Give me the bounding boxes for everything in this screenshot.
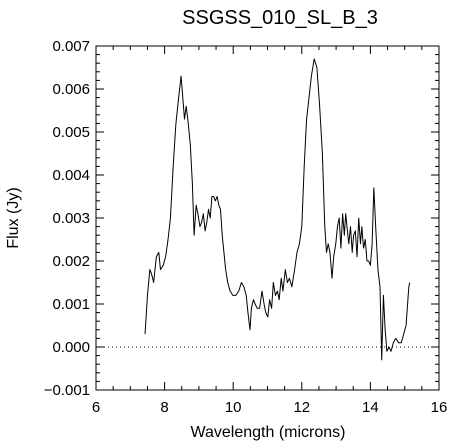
y-tick-label: 0.004 (52, 167, 90, 184)
x-axis-label: Wavelength (microns) (190, 424, 345, 441)
y-tick-label: 0.007 (52, 38, 90, 55)
x-tick-label: 6 (92, 399, 100, 416)
x-tick-label: 10 (225, 399, 242, 416)
y-tick-label: 0.000 (52, 339, 90, 356)
x-tick-label: 12 (293, 399, 310, 416)
spectrum-line (144, 58, 411, 361)
y-tick-label: 0.006 (52, 81, 90, 98)
x-tick-label: 14 (362, 399, 379, 416)
chart-title: SSGSS_010_SL_B_3 (182, 7, 378, 29)
series-layer (144, 58, 411, 361)
y-tick-label: 0.002 (52, 253, 90, 270)
y-tick-label: −0.001 (44, 382, 90, 399)
y-tick-label: 0.001 (52, 296, 90, 313)
y-axis-ticks: −0.001 0.000 0.001 0.002 0.003 0.004 0.005 0.00… (44, 38, 439, 399)
y-tick-label: 0.003 (52, 210, 90, 227)
y-axis-label: Flux (Jy) (5, 187, 22, 248)
x-axis-ticks: 6 8 10 12 14 16 (92, 46, 448, 416)
y-tick-label: 0.005 (52, 124, 90, 141)
x-tick-label: 16 (431, 399, 448, 416)
x-tick-label: 8 (160, 399, 168, 416)
plot-frame (95, 45, 440, 391)
